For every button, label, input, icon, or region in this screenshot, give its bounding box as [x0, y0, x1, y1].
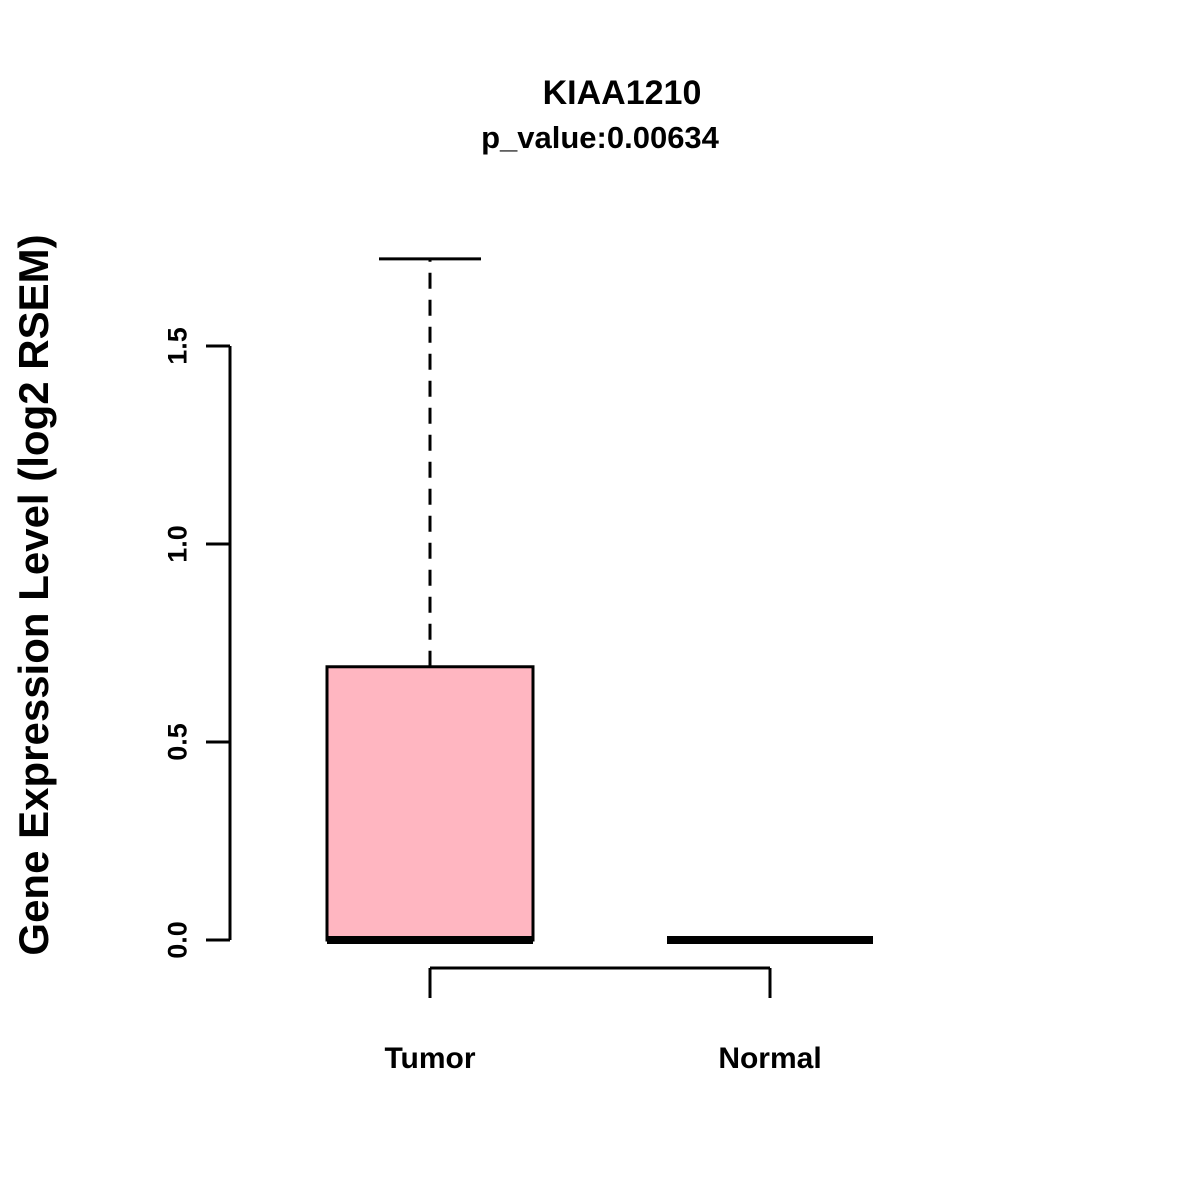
y-tick-label-2: 1.0 [162, 525, 193, 563]
chart-title: KIAA1210 [542, 74, 702, 112]
y-tick-label-0: 0.0 [162, 921, 193, 959]
y-tick-label-1: 0.5 [162, 723, 193, 761]
box-tumor [325, 665, 535, 942]
chart-subtitle: p_value:0.00634 [481, 120, 719, 155]
x-category-label-tumor: Tumor [384, 1042, 476, 1075]
y-tick-label-3: 1.5 [162, 327, 193, 365]
x-category-label-normal: Normal [718, 1042, 822, 1075]
